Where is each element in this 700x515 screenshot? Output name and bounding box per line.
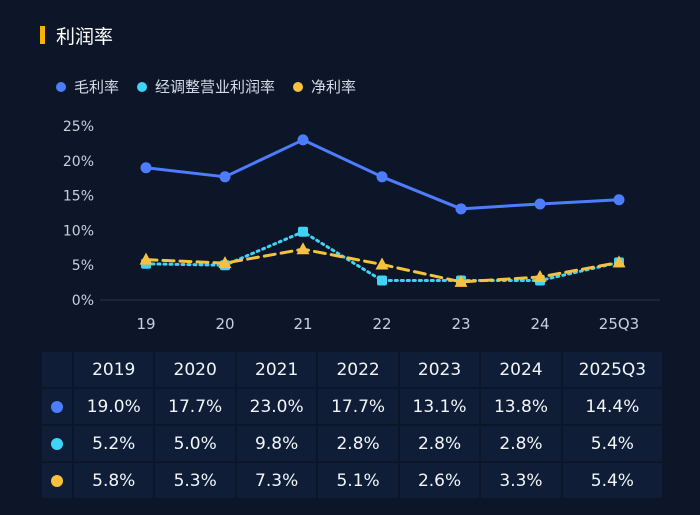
table-header-row: 2019 2020 2021 2022 2023 2024 2025Q3 [42, 352, 662, 387]
y-tick-label: 10% [63, 223, 94, 239]
y-tick-label: 5% [72, 258, 94, 274]
table-cell: 5.4% [562, 463, 662, 498]
y-tick-label: 25% [63, 119, 94, 135]
table-cell: 7.3% [236, 463, 317, 498]
data-point-net-margin [612, 255, 626, 268]
table-header-cell: 2024 [481, 352, 561, 387]
table-cell: 5.0% [155, 426, 235, 461]
data-point-gross-margin [613, 194, 625, 206]
data-point-net-margin [533, 270, 547, 283]
chart-title: 利润率 [56, 26, 114, 48]
table-cell: 2.8% [318, 426, 398, 461]
y-tick-label: 0% [72, 293, 94, 309]
table-cell: 13.1% [399, 389, 480, 424]
data-point-gross-margin [455, 203, 467, 215]
data-table: 2019 2020 2021 2022 2023 2024 2025Q3 19.… [40, 350, 664, 500]
gross-margin-circle-icon [56, 81, 66, 92]
data-point-adjusted-op-margin [298, 226, 308, 237]
legend-item-adjusted-op-margin[interactable]: 经调整营业利润率 [137, 76, 275, 97]
table-cell: 5.2% [74, 426, 154, 461]
data-point-net-margin [139, 252, 153, 265]
line-chart: 0% 5% 10% 15% 20% 25% 19 20 21 22 23 24 25Q3 [63, 119, 660, 333]
table-cell: 2.8% [399, 426, 480, 461]
table-cell: 5.4% [562, 426, 662, 461]
table-cell: 17.7% [318, 389, 398, 424]
table-cell: 5.3% [155, 463, 235, 498]
net-margin-circle-icon [51, 474, 63, 487]
legend-label-net-margin: 净利率 [311, 78, 357, 96]
x-tick-label: 19 [136, 315, 155, 333]
table-row-adjusted-op-margin: 5.2% 5.0% 9.8% 2.8% 2.8% 2.8% 5.4% [42, 426, 662, 461]
legend-item-gross-margin[interactable]: 毛利率 [56, 76, 119, 97]
table-cell: 3.3% [481, 463, 561, 498]
title-accent-bar [40, 26, 45, 44]
table-cell: 17.7% [155, 389, 235, 424]
x-tick-label: 25Q3 [599, 315, 639, 333]
table-cell: 9.8% [236, 426, 317, 461]
table-cell: 5.8% [74, 463, 154, 498]
data-point-net-margin [296, 242, 310, 255]
legend: 毛利率 经调整营业利润率 净利率 [56, 76, 374, 97]
data-point-net-margin [218, 256, 232, 269]
x-tick-label: 20 [215, 315, 234, 333]
table-corner-cell [42, 352, 72, 387]
table-cell: 23.0% [236, 389, 317, 424]
data-point-gross-margin [219, 171, 231, 183]
data-point-gross-margin [534, 198, 546, 210]
table-header-cell: 2020 [155, 352, 235, 387]
table-cell: 5.1% [318, 463, 398, 498]
data-point-net-margin [454, 274, 468, 287]
gross-margin-circle-icon [51, 400, 63, 413]
table-header-cell: 2021 [236, 352, 317, 387]
table-cell: 2.6% [399, 463, 480, 498]
table-header-cell: 2022 [318, 352, 398, 387]
y-tick-label: 15% [63, 189, 94, 205]
data-point-adjusted-op-margin [377, 275, 387, 286]
data-point-gross-margin [297, 134, 309, 146]
legend-label-gross-margin: 毛利率 [74, 78, 120, 96]
table-cell: 19.0% [74, 389, 154, 424]
table-row-net-margin: 5.8% 5.3% 7.3% 5.1% 2.6% 3.3% 5.4% [42, 463, 662, 498]
table-cell: 2.8% [481, 426, 561, 461]
legend-item-net-margin[interactable]: 净利率 [293, 76, 356, 97]
x-tick-label: 21 [293, 315, 312, 333]
x-tick-label: 24 [530, 315, 549, 333]
data-point-gross-margin [376, 171, 388, 183]
y-tick-label: 20% [63, 154, 94, 170]
x-tick-label: 22 [372, 315, 391, 333]
table-cell: 14.4% [562, 389, 662, 424]
table-cell: 13.8% [481, 389, 561, 424]
table-header-cell: 2023 [399, 352, 480, 387]
table-row-gross-margin: 19.0% 17.7% 23.0% 17.7% 13.1% 13.8% 14.4… [42, 389, 662, 424]
data-point-net-margin [375, 257, 389, 270]
adjusted-op-margin-circle-icon [51, 437, 63, 450]
adjusted-op-margin-circle-icon [137, 81, 148, 92]
series-line-adjusted-op-margin [144, 230, 621, 283]
net-margin-circle-icon [293, 81, 304, 92]
x-tick-label: 23 [451, 315, 470, 333]
data-point-gross-margin [140, 162, 152, 174]
table-header-cell: 2019 [74, 352, 154, 387]
legend-label-adjusted-op-margin: 经调整营业利润率 [155, 78, 276, 96]
table-header-cell: 2025Q3 [562, 352, 662, 387]
